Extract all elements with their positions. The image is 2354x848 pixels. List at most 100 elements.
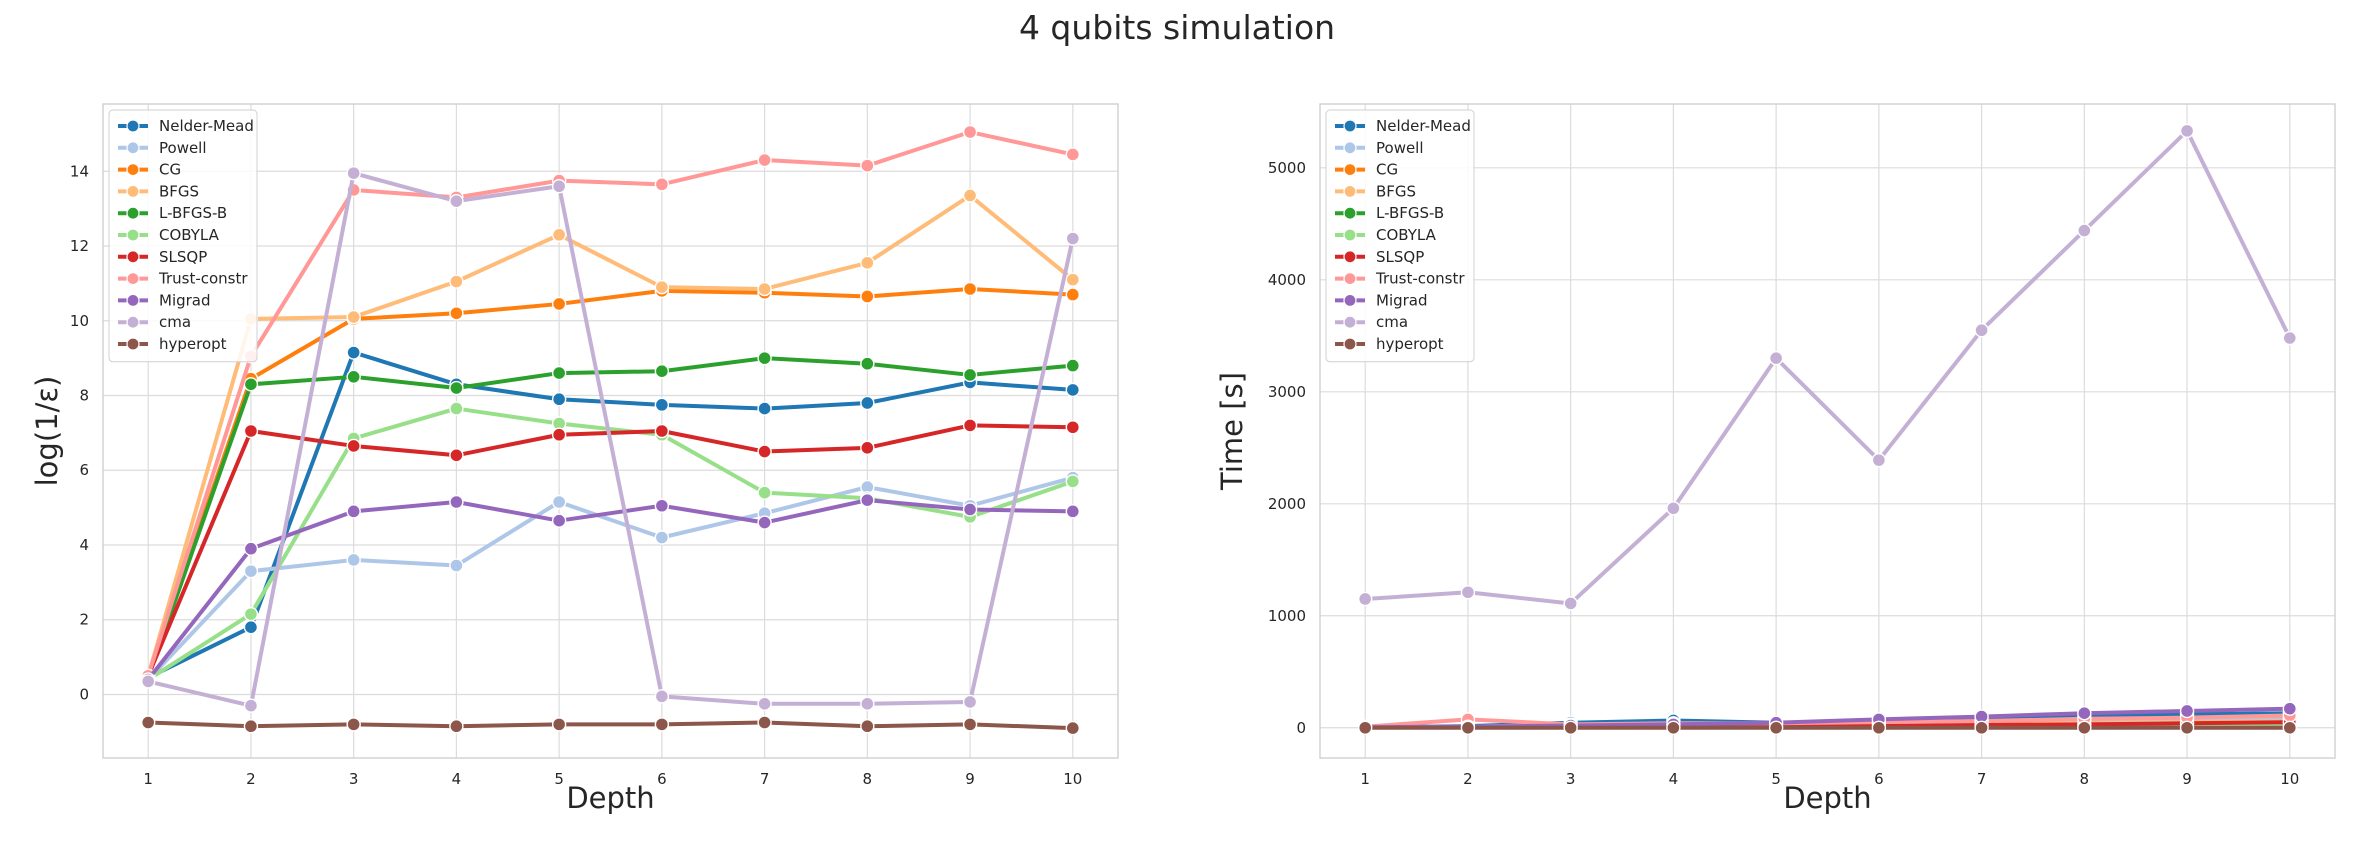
series-line [146,171,1075,708]
data-point [346,165,361,181]
data-point [2282,701,2297,716]
legend-entry: cma [159,313,191,331]
data-point [1871,720,1887,735]
legend-marker [126,228,140,242]
series-line [146,130,1075,678]
data-point [243,541,259,556]
data-point [551,427,567,442]
data-point [654,689,670,704]
legend-entry: Powell [1376,139,1424,157]
legend-entry: Migrad [1376,291,1428,309]
data-point [141,674,156,689]
x-tick-label: 6 [657,770,667,788]
data-point [243,698,259,713]
data-point [1065,287,1080,302]
y-tick-label: 12 [70,237,89,255]
data-point [654,364,670,379]
data-point [962,694,978,710]
data-point [1065,272,1080,287]
series-line [146,286,1075,678]
data-point [654,279,670,295]
x-tick-label: 10 [2280,770,2299,788]
data-point [757,281,772,297]
y-tick-label: 4000 [1268,271,1306,289]
legend-entry: SLSQP [1376,248,1424,266]
data-point [2077,706,2092,721]
legend-marker [1343,184,1357,198]
legend-marker [126,184,140,198]
series-line [146,356,1075,680]
data-point [449,494,464,510]
data-point [860,719,875,734]
y-tick-label: 0 [79,685,89,703]
y-tick-label: 5000 [1268,159,1306,177]
data-point [1563,596,1578,611]
data-point [2282,720,2297,735]
data-point [1974,323,1989,338]
data-point [243,563,259,579]
data-point [551,717,567,732]
data-point [1871,452,1887,468]
data-point [243,719,259,734]
legend-marker [126,250,140,264]
data-point [243,423,259,439]
data-point [962,502,978,517]
y-tick-label: 2000 [1268,495,1306,513]
data-point [1358,591,1373,607]
x-tick-label: 3 [1566,770,1576,788]
data-point [860,255,875,271]
data-point [757,350,772,366]
data-point [654,423,670,439]
x-tick-label: 3 [349,770,359,788]
data-point [2077,720,2092,735]
data-point [757,715,772,730]
x-tick-label: 4 [1669,770,1679,788]
data-point [860,440,875,456]
legend-entry: COBYLA [159,226,220,244]
legend-entry: L-BFGS-B [159,204,227,222]
data-point [860,395,875,411]
data-point [962,188,978,203]
data-point [1666,501,1681,516]
data-point [346,369,361,385]
legend-entry: Nelder-Mead [1376,117,1471,135]
data-point [1358,720,1373,735]
series-line [146,475,1075,682]
x-tick-label: 9 [2182,770,2192,788]
series-hyperopt [141,715,1080,736]
legend-entry: Powell [159,139,207,157]
data-point [551,296,567,312]
x-tick-label: 1 [143,770,153,788]
series-cma [1358,123,2297,611]
data-point [962,281,978,297]
legend-marker [1343,206,1357,220]
series-line [146,498,1075,682]
data-point [1768,351,1784,366]
legend-entry: SLSQP [159,248,207,266]
x-tick-label: 9 [965,770,975,788]
data-point [551,365,567,381]
legend-entry: Trust-constr [1375,270,1465,288]
data-point [141,715,156,730]
data-point [1460,585,1476,600]
data-point [962,418,978,433]
legend-marker [126,337,140,351]
data-point [1065,420,1080,435]
series-nelder-mead [141,345,1080,685]
data-point [654,177,670,192]
legend-marker [1343,141,1357,155]
y-tick-label: 4 [79,536,89,554]
data-point [551,227,567,243]
data-point [757,696,772,712]
legend-marker [1343,337,1357,351]
x-tick-label: 8 [863,770,873,788]
legend-marker [126,315,140,329]
x-tick-label: 8 [2080,770,2090,788]
legend-entry: BFGS [159,182,199,200]
legend-marker [126,141,140,155]
legend-entry: hyperopt [159,335,227,353]
series-line [146,406,1075,682]
data-point [860,356,875,371]
data-point [1065,358,1080,373]
